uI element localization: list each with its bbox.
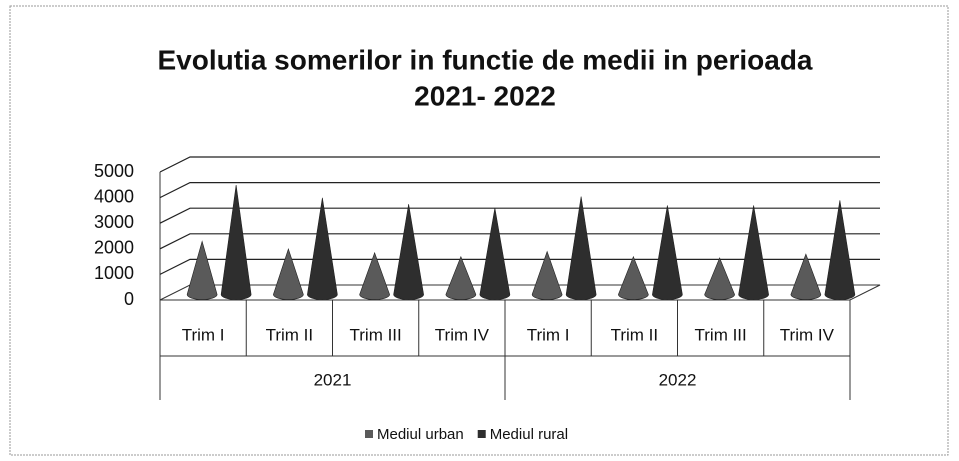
group-label: 2022 [659, 370, 697, 389]
cone [652, 205, 683, 300]
cone [307, 197, 338, 300]
cone [186, 240, 218, 300]
grid-line [159, 233, 880, 250]
chart-title: Evolutia somerilor in functie de medii i… [157, 44, 812, 75]
grid-line [159, 207, 880, 224]
y-tick-label: 3000 [94, 212, 134, 232]
grid-line [159, 156, 880, 173]
x-tick-label: Trim I [527, 325, 570, 344]
cone [565, 196, 597, 300]
chart-frame [9, 5, 949, 456]
y-tick-label: 2000 [94, 238, 134, 258]
cone [359, 251, 390, 300]
group-label: 2021 [314, 370, 352, 389]
x-tick-label: Trim II [266, 325, 314, 344]
cone [393, 204, 424, 300]
cone [220, 184, 252, 300]
legend-marker [365, 430, 373, 438]
x-tick-label: Trim II [611, 325, 659, 344]
cone [618, 255, 649, 300]
y-tick-label: 1000 [94, 263, 134, 283]
legend-label: Mediul urban [377, 426, 464, 443]
cone [445, 255, 477, 300]
y-tick-label: 0 [124, 289, 134, 309]
x-tick-label: Trim IV [780, 325, 835, 344]
cone [738, 205, 769, 300]
grid-line [159, 258, 880, 275]
y-tick-label: 4000 [94, 186, 134, 206]
legend-marker [477, 430, 486, 438]
x-tick-label: Trim IV [435, 325, 490, 344]
legend-label: Mediul rural [490, 426, 568, 443]
cone [479, 207, 511, 300]
cone [704, 257, 735, 300]
cone [273, 248, 304, 300]
x-tick-label: Trim III [695, 325, 747, 344]
cone [790, 253, 822, 300]
chart-title: 2021- 2022 [414, 80, 556, 111]
cone [531, 250, 563, 300]
y-tick-label: 5000 [94, 161, 134, 181]
grid-line [159, 182, 880, 199]
x-tick-label: Trim I [182, 325, 225, 344]
floor [159, 284, 881, 301]
cone [824, 200, 856, 300]
x-tick-label: Trim III [350, 325, 402, 344]
